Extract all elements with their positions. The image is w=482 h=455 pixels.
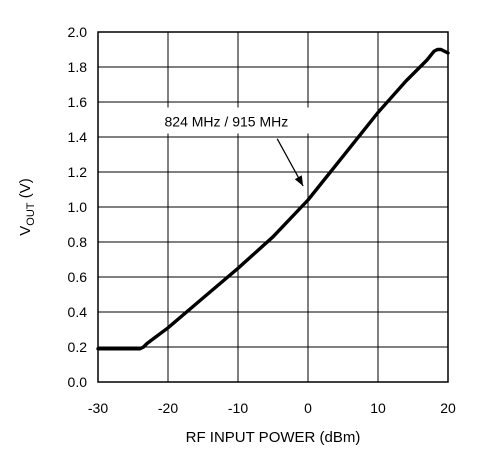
y-tick-label: 1.8 bbox=[68, 59, 88, 75]
y-tick-label: 1.2 bbox=[68, 164, 88, 180]
x-tick-label: 20 bbox=[440, 400, 456, 416]
y-tick-label: 1.6 bbox=[68, 94, 88, 110]
annotation-arrow-head bbox=[294, 175, 304, 186]
x-tick-label: -30 bbox=[88, 400, 108, 416]
y-axis-label-subscript: OUT bbox=[25, 202, 37, 226]
y-axis-label-main: V bbox=[17, 226, 34, 236]
y-tick-label: 0.8 bbox=[68, 234, 88, 250]
annotation-background bbox=[160, 107, 329, 134]
y-tick-label: 0.2 bbox=[68, 339, 88, 355]
y-tick-label: 1.0 bbox=[68, 199, 88, 215]
annotation: 824 MHz / 915 MHz bbox=[160, 107, 329, 187]
series-layer bbox=[96, 47, 450, 351]
tick-labels: -30 -20 -10 0 10 20 0.0 0.2 0.4 0.6 0.8 1.0 1.2 1.4 1.… bbox=[68, 24, 456, 416]
grid bbox=[97, 31, 449, 383]
y-tick-label: 0.0 bbox=[68, 374, 88, 390]
y-tick-label: 1.4 bbox=[68, 129, 88, 145]
plot-frame bbox=[97, 31, 449, 383]
y-axis-label: VOUT (V) bbox=[17, 178, 37, 235]
x-tick-label: 0 bbox=[304, 400, 312, 416]
y-tick-label: 0.6 bbox=[68, 269, 88, 285]
x-tick-label: 10 bbox=[370, 400, 386, 416]
y-tick-label: 0.4 bbox=[68, 304, 88, 320]
series-line bbox=[96, 47, 450, 351]
annotation-label: 824 MHz / 915 MHz bbox=[165, 114, 289, 130]
x-tick-label: -20 bbox=[158, 400, 178, 416]
x-tick-label: -10 bbox=[228, 400, 248, 416]
x-axis-label: RF INPUT POWER (dBm) bbox=[186, 429, 361, 446]
y-axis-label-unit: (V) bbox=[17, 178, 34, 202]
y-tick-label: 2.0 bbox=[68, 24, 88, 40]
